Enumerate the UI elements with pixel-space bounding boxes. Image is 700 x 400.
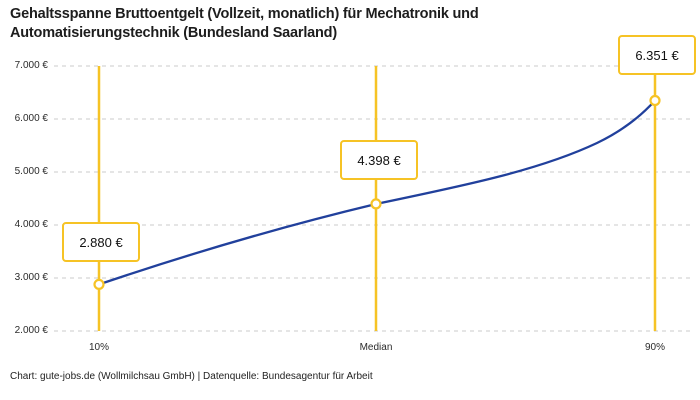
- data-point-median: [370, 198, 382, 210]
- chart-title: Gehaltsspanne Bruttoentgelt (Vollzeit, m…: [10, 5, 479, 43]
- ytick-5000: 5.000 €: [14, 166, 48, 177]
- xtick-p10: 10%: [88, 342, 110, 353]
- xtick-median: Median: [359, 342, 393, 353]
- gridlines: [54, 65, 690, 332]
- value-label-median: 4.398 €: [340, 140, 418, 180]
- salary-curve: [97, 99, 657, 286]
- value-label-p90: 6.351 €: [618, 35, 696, 75]
- value-label-p90-text: 6.351 €: [635, 47, 679, 63]
- value-label-p10: 2.880 €: [62, 222, 140, 262]
- ytick-4000: 4.000 €: [14, 219, 48, 230]
- xtick-p90: 90%: [644, 342, 666, 353]
- data-point-p10: [93, 278, 105, 290]
- value-label-p10-text: 2.880 €: [79, 234, 123, 250]
- chart-title-line2: Automatisierungstechnik (Bundesland Saar…: [10, 25, 337, 41]
- chart-title-line1: Gehaltsspanne Bruttoentgelt (Vollzeit, m…: [10, 6, 479, 22]
- ytick-6000: 6.000 €: [14, 113, 48, 124]
- data-point-p90: [649, 94, 661, 107]
- ytick-2000: 2.000 €: [14, 325, 48, 336]
- ytick-7000: 7.000 €: [14, 60, 48, 71]
- source-attribution: Chart: gute-jobs.de (Wollmilchsau GmbH) …: [10, 371, 373, 382]
- ytick-3000: 3.000 €: [14, 272, 48, 283]
- value-label-median-text: 4.398 €: [357, 152, 401, 168]
- data-point-markers: [93, 94, 661, 290]
